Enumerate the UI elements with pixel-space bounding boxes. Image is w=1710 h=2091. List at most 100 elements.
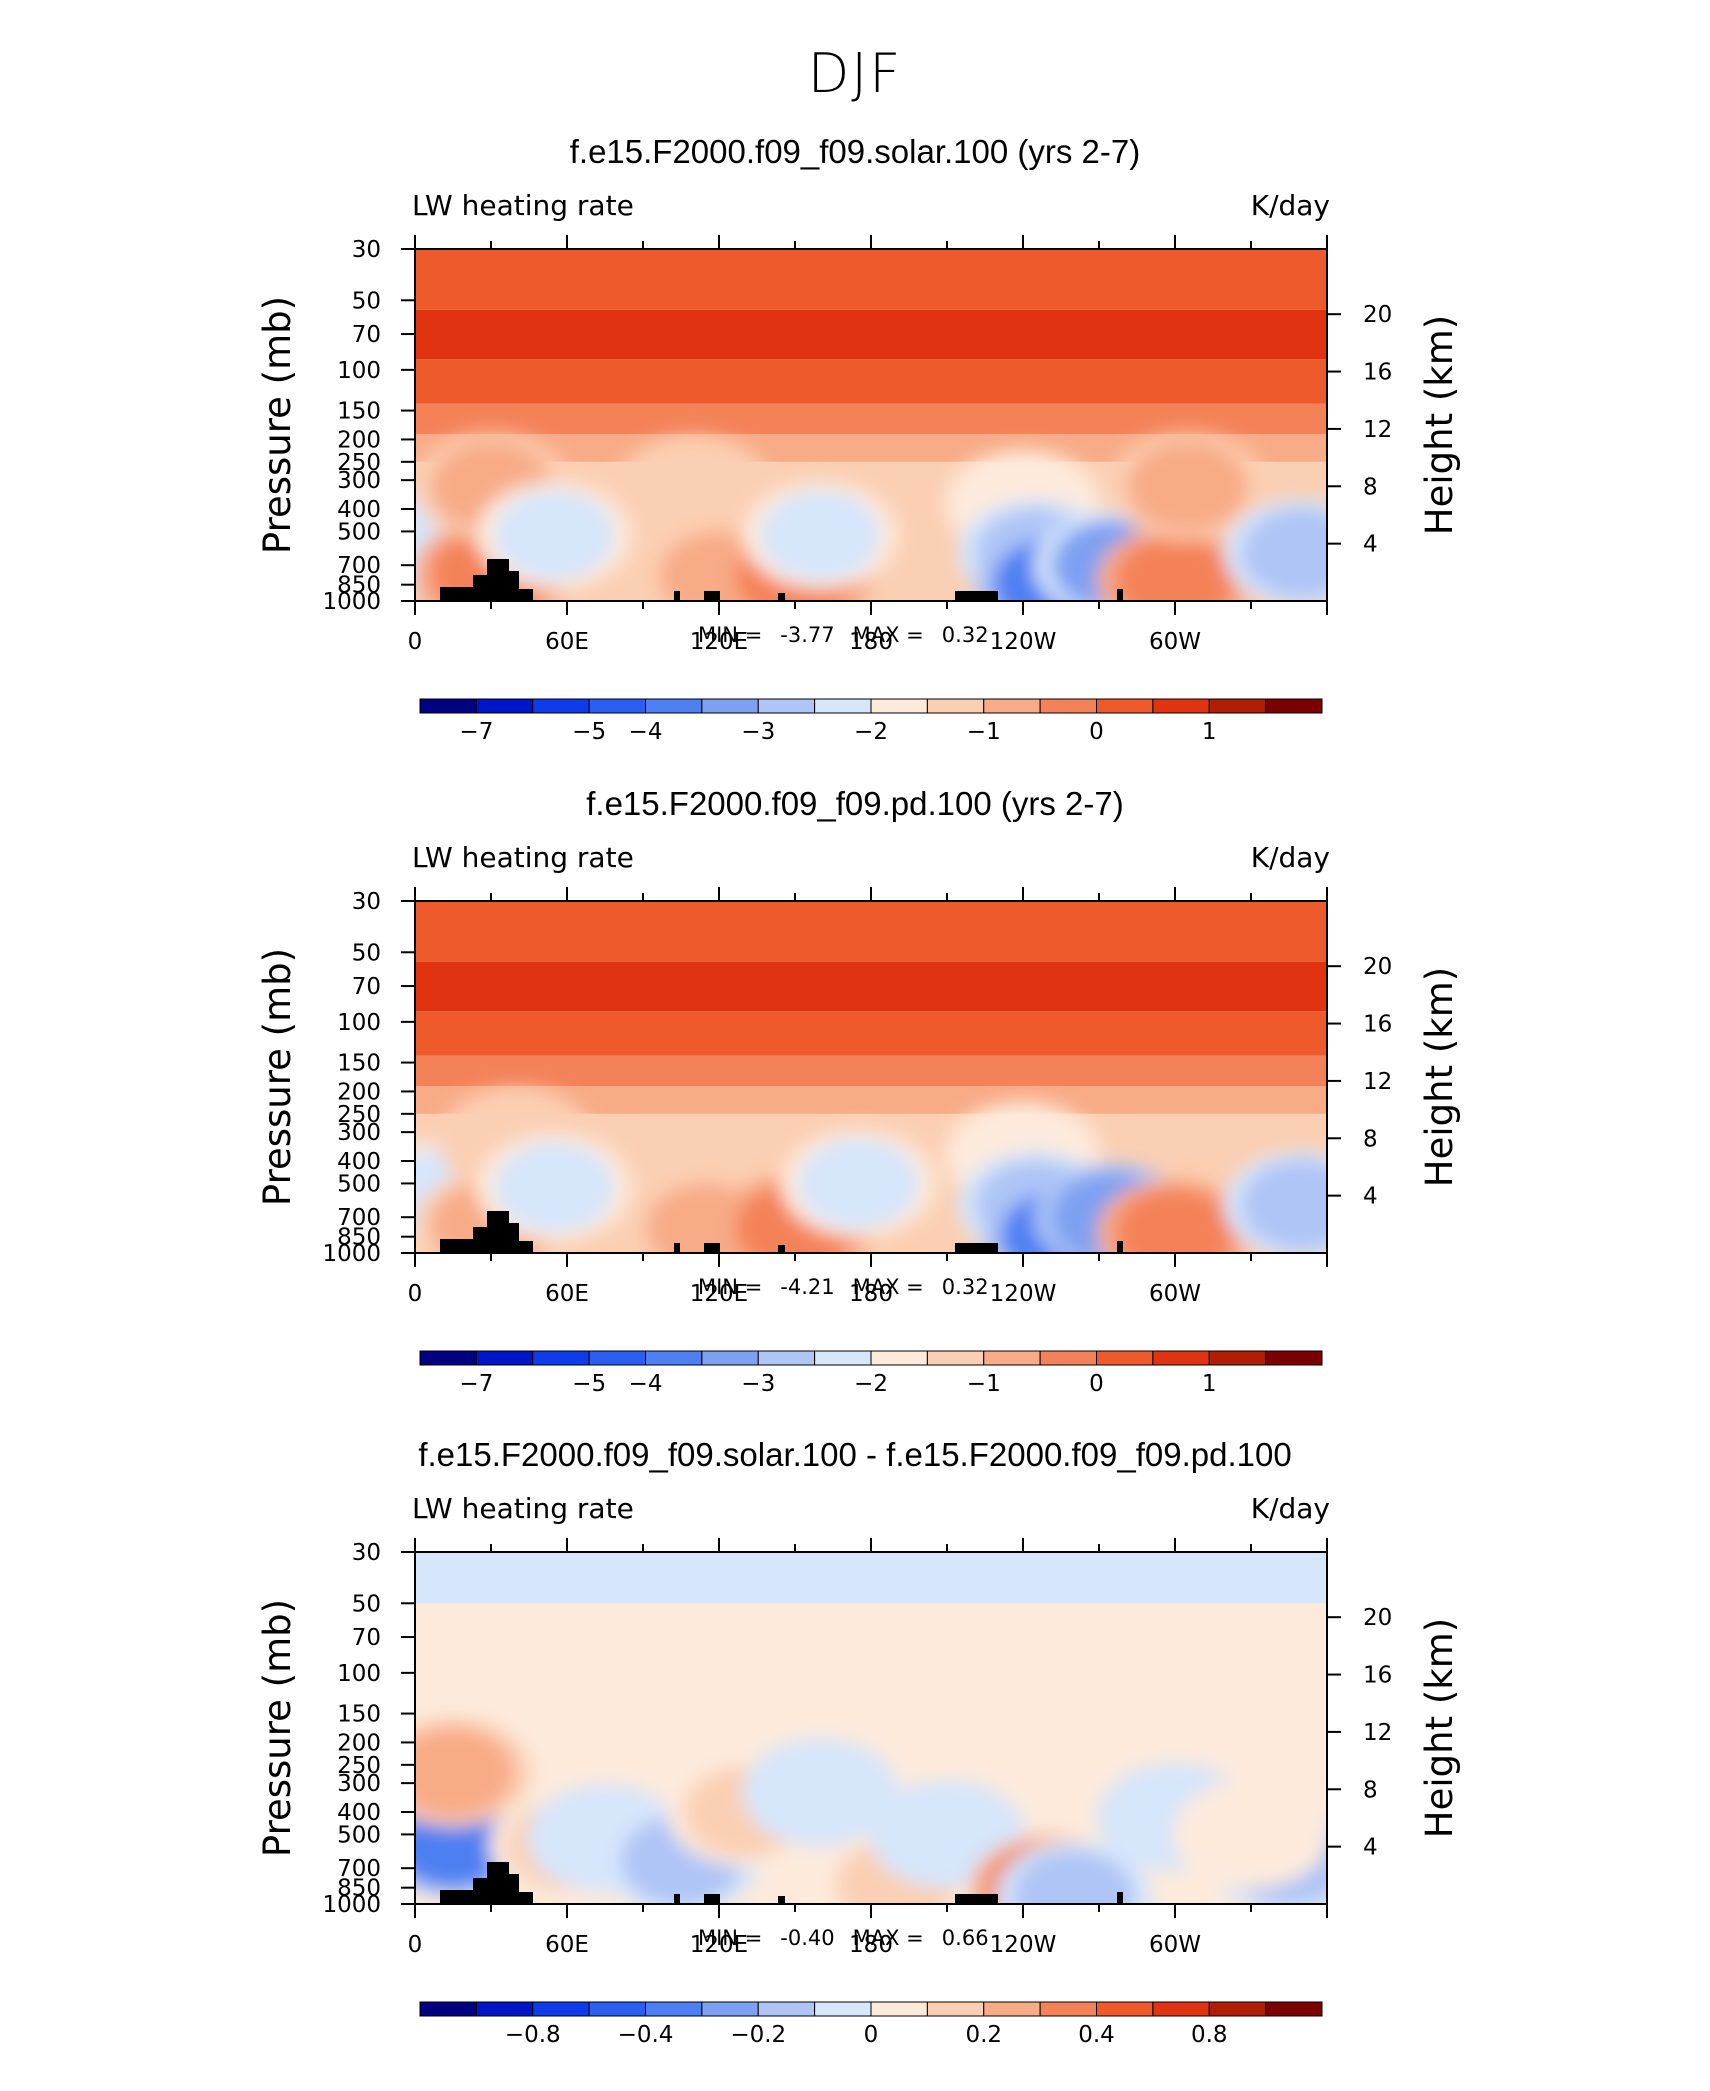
field-band bbox=[415, 309, 1327, 360]
colorbar-label: −0.8 bbox=[505, 2022, 561, 2048]
colorbar-swatch bbox=[983, 2001, 1041, 2017]
y2-axis-title: Height (km) bbox=[1418, 315, 1461, 535]
colorbar-swatch bbox=[926, 698, 985, 714]
y-tick-label: 700 bbox=[337, 1205, 381, 1231]
field-band bbox=[415, 1552, 1327, 1604]
y-tick-label: 30 bbox=[352, 237, 381, 263]
colorbar-label: −1 bbox=[967, 719, 1001, 745]
min-max-readout: MIN = -0.40 MAX = 0.66 bbox=[698, 1926, 1007, 1950]
colorbar-label: −4 bbox=[629, 1371, 663, 1397]
field-blob bbox=[1115, 536, 1235, 601]
plot-svg: 0 60E 120E 180 120W 60W3050701001502002503004… bbox=[256, 235, 1461, 745]
field-blob bbox=[1191, 1789, 1311, 1880]
field-blob bbox=[1127, 441, 1248, 532]
topography-mask bbox=[1117, 589, 1123, 601]
colorbar-label: 0 bbox=[864, 2022, 879, 2048]
colorbar-swatch bbox=[814, 2001, 872, 2017]
units-label: K/day bbox=[1250, 1492, 1330, 1525]
field-blob bbox=[1241, 1160, 1327, 1250]
min-value: -4.21 bbox=[780, 1275, 835, 1299]
y-tick-label: 150 bbox=[337, 1051, 381, 1077]
colorbar-swatch bbox=[1265, 2001, 1323, 2017]
colorbar-swatch bbox=[1039, 1350, 1097, 1366]
colorbar-label: −2 bbox=[854, 719, 888, 745]
variable-label: LW heating rate bbox=[412, 189, 634, 222]
topography-mask bbox=[778, 1245, 785, 1253]
min-label: MIN = bbox=[698, 1926, 763, 1950]
topography-mask bbox=[955, 591, 998, 601]
topography-mask bbox=[509, 1874, 519, 1904]
colorbar-swatch bbox=[475, 698, 534, 714]
x-tick-label: 180 bbox=[849, 1932, 893, 1958]
y-tick-label: 50 bbox=[352, 940, 381, 966]
max-label: MAX = bbox=[852, 1275, 924, 1299]
y2-tick-label: 12 bbox=[1363, 1069, 1392, 1095]
y2-axis-title: Height (km) bbox=[1418, 1618, 1461, 1838]
colorbar-label: −3 bbox=[741, 719, 775, 745]
max-value: 0.32 bbox=[941, 623, 989, 647]
colorbar-label: −4 bbox=[629, 719, 663, 745]
plot-svg: 0 60E 120E 180 120W 60W3050701001502002503004… bbox=[256, 1538, 1461, 2048]
y2-tick-label: 4 bbox=[1363, 1184, 1378, 1210]
y2-tick-label: 16 bbox=[1363, 1012, 1392, 1038]
topography-mask bbox=[440, 587, 473, 601]
max-label: MAX = bbox=[852, 623, 924, 647]
y-tick-label: 1000 bbox=[322, 1892, 381, 1918]
colorbar-swatch bbox=[1265, 698, 1323, 714]
colorbar-label: −7 bbox=[459, 1371, 493, 1397]
y-tick-label: 700 bbox=[337, 1856, 381, 1882]
y2-tick-label: 12 bbox=[1363, 1720, 1392, 1746]
y-tick-label: 30 bbox=[352, 889, 381, 915]
colorbar-swatch bbox=[1208, 2001, 1267, 2017]
y-tick-label: 400 bbox=[337, 1149, 381, 1175]
field-band bbox=[415, 403, 1327, 435]
x-tick-label: 60W bbox=[1149, 1281, 1201, 1307]
colorbar-label: −3 bbox=[741, 1371, 775, 1397]
y-tick-label: 500 bbox=[337, 1822, 381, 1848]
panel-pd: f.e15.F2000.f09_f09.pd.100 (yrs 2-7) LW … bbox=[0, 785, 1710, 1440]
y-tick-label: 500 bbox=[337, 519, 381, 545]
x-tick-label: 180 bbox=[849, 629, 893, 655]
field-band bbox=[415, 249, 1327, 310]
panel-title: f.e15.F2000.f09_f09.solar.100 (yrs 2-7) bbox=[569, 133, 1141, 170]
y-tick-label: 850 bbox=[337, 1225, 381, 1251]
y-tick-label: 850 bbox=[337, 1876, 381, 1902]
x-tick-label: 180 bbox=[849, 1281, 893, 1307]
topography-mask bbox=[704, 1243, 720, 1253]
colorbar-label: −5 bbox=[572, 719, 606, 745]
colorbar-swatch bbox=[757, 2001, 816, 2017]
field-blob bbox=[1115, 1188, 1235, 1253]
colorbar-swatch bbox=[1152, 1350, 1210, 1366]
topography-mask bbox=[440, 1890, 473, 1904]
y-tick-label: 150 bbox=[337, 1702, 381, 1728]
colorbar-swatch bbox=[419, 1350, 477, 1366]
colorbar-label: 0.4 bbox=[1078, 2022, 1115, 2048]
topography-mask bbox=[487, 1862, 509, 1904]
colorbar-swatch bbox=[1208, 1350, 1267, 1366]
field-blob bbox=[1013, 1850, 1134, 1904]
colorbar-label: −0.4 bbox=[618, 2022, 674, 2048]
y-tick-label: 1000 bbox=[322, 1241, 381, 1267]
colorbar-label: 0.2 bbox=[965, 2022, 1002, 2048]
colorbar-label: −5 bbox=[572, 1371, 606, 1397]
y-tick-label: 1000 bbox=[322, 589, 381, 615]
min-value: -3.77 bbox=[780, 623, 835, 647]
topography-mask bbox=[674, 591, 680, 601]
topography-mask bbox=[440, 1239, 473, 1253]
y-tick-label: 70 bbox=[352, 1625, 381, 1651]
field-band bbox=[415, 1055, 1327, 1087]
topography-mask bbox=[1117, 1241, 1123, 1253]
x-tick-label: 120W bbox=[990, 1932, 1057, 1958]
x-tick-label: 60W bbox=[1149, 629, 1201, 655]
colorbar-swatch bbox=[645, 1350, 703, 1366]
y2-tick-label: 4 bbox=[1363, 532, 1378, 558]
colorbar-label: −1 bbox=[967, 1371, 1001, 1397]
y2-tick-label: 20 bbox=[1363, 1605, 1392, 1631]
y-tick-label: 250 bbox=[337, 450, 381, 476]
colorbar-swatch bbox=[588, 698, 646, 714]
colorbar-swatch bbox=[1096, 698, 1154, 714]
topography-mask bbox=[955, 1894, 998, 1904]
variable-label: LW heating rate bbox=[412, 1492, 634, 1525]
colorbar-swatch bbox=[419, 698, 477, 714]
colorbar-swatch bbox=[1039, 698, 1097, 714]
